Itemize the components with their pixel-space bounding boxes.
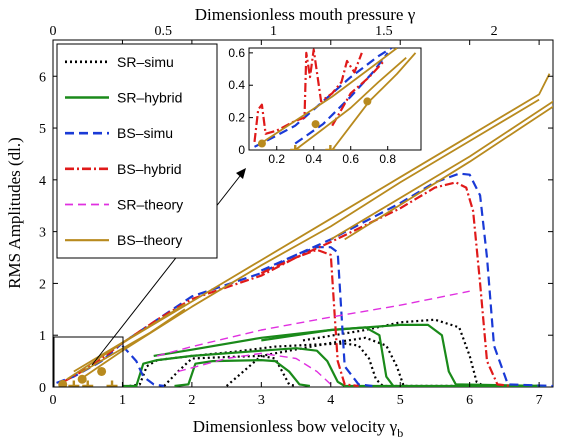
top-axis-title: Dimensionless mouth pressure γ (195, 5, 416, 24)
main-series-line-5 (174, 359, 311, 387)
main-plus-marker-0 (68, 380, 80, 387)
inset-plus-marker-1 (325, 145, 336, 150)
main-series-line-9 (260, 172, 553, 387)
main-series-line-20 (344, 105, 553, 241)
legend-label-2: BS–simu (117, 125, 173, 141)
x-axis-title: Dimensionless bow velocity γb (193, 417, 403, 440)
main-series-line-0 (129, 342, 540, 387)
y-axis-title: RMS Amplitudes (dl.) (5, 137, 24, 289)
main-series-line-15 (66, 73, 551, 380)
inset-plus-marker-0 (290, 145, 301, 150)
main-series-line-18 (80, 308, 186, 374)
y-tick-label: 4 (39, 174, 46, 189)
x-axis-title-subscript: b (397, 426, 403, 440)
y-tick-label: 5 (39, 122, 46, 137)
y-tick-label: 0 (39, 381, 46, 396)
x-tick-label: 7 (536, 393, 543, 408)
zoom-region-box (53, 336, 124, 388)
legend-label-3: BS–hybrid (117, 161, 182, 177)
main-series-line-11 (62, 248, 359, 387)
inset-series-line-5 (294, 57, 407, 150)
legend-label-4: SR–theory (117, 197, 183, 213)
inset-chart: 0.2 0.4 0.6 0.8 0 0.2 0.4 0.6 (228, 46, 422, 166)
inset-y-tick-label: 0 (238, 143, 245, 157)
main-series-line-17 (73, 303, 186, 373)
main-series-line-14 (177, 352, 332, 385)
inset-x-tick-label: 0.4 (305, 152, 322, 166)
inset-series-line-2 (253, 48, 363, 143)
inset-ticks-layer: 0.2 0.4 0.6 0.8 0 0.2 0.4 0.6 (228, 46, 396, 166)
inset-circle-marker-1 (311, 120, 320, 129)
x-tick-label: 2 (188, 393, 195, 408)
top-x-tick-label: 1 (270, 24, 277, 39)
main-series-line-13 (157, 290, 470, 357)
main-series-line-16 (83, 98, 540, 378)
legend-label-5: BS–theory (117, 232, 182, 248)
main-series-line-19 (330, 100, 553, 241)
x-tick-label: 4 (327, 393, 334, 408)
y-tick-label: 6 (39, 70, 46, 85)
inset-series-line-1 (294, 52, 389, 145)
main-circle-marker-2 (97, 366, 107, 376)
ticks-layer: 0 1 2 3 4 5 6 7 0 1 2 3 4 5 6 0 0.5 1 1.5 2 (39, 24, 553, 408)
zoom-arrow-head (236, 168, 246, 179)
main-circle-marker-1 (77, 374, 87, 384)
inset-series-line-0 (254, 48, 392, 148)
top-x-tick-label: 2 (491, 24, 498, 39)
legend: SR–simu SR–hybrid BS–simu BS–hybrid SR–theor… (56, 43, 218, 259)
inset-series-layer (253, 48, 417, 150)
main-series-line-1 (163, 354, 297, 387)
legend-label-0: SR–simu (117, 54, 174, 70)
y-tick-label: 1 (39, 329, 46, 344)
legend-label-1: SR–hybrid (117, 90, 182, 106)
x-tick-label: 3 (258, 393, 265, 408)
main-series-line-3 (302, 318, 485, 387)
main-circle-marker-0 (58, 379, 68, 387)
top-x-tick-label: 0 (50, 24, 57, 39)
inset-circle-marker-2 (363, 97, 372, 106)
inset-y-tick-label: 0.2 (228, 111, 245, 125)
main-series-line-4 (122, 347, 540, 387)
inset-y-tick-label: 0.4 (228, 78, 245, 92)
y-tick-label: 3 (39, 226, 46, 241)
inset-circle-marker-0 (257, 139, 266, 148)
x-tick-label: 5 (397, 393, 404, 408)
inset-x-tick-label: 0.6 (342, 152, 359, 166)
main-plus-marker-1 (82, 380, 94, 387)
inset-x-tick-label: 0.8 (379, 152, 396, 166)
legend-box (56, 43, 218, 259)
x-tick-label: 0 (50, 393, 57, 408)
main-series-line-8 (56, 246, 373, 387)
main-plus-marker-2 (106, 380, 118, 387)
x-tick-label: 6 (466, 393, 473, 408)
y-tick-label: 2 (39, 277, 46, 292)
x-tick-label: 1 (119, 393, 126, 408)
series-layer (56, 73, 553, 387)
inset-y-tick-label: 0.6 (228, 46, 245, 60)
inset-series-line-3 (331, 60, 385, 127)
top-x-tick-label: 0.5 (155, 24, 173, 39)
top-x-tick-label: 1.5 (375, 24, 393, 39)
inset-x-tick-label: 0.2 (268, 152, 285, 166)
inset-series-line-4 (257, 48, 398, 146)
